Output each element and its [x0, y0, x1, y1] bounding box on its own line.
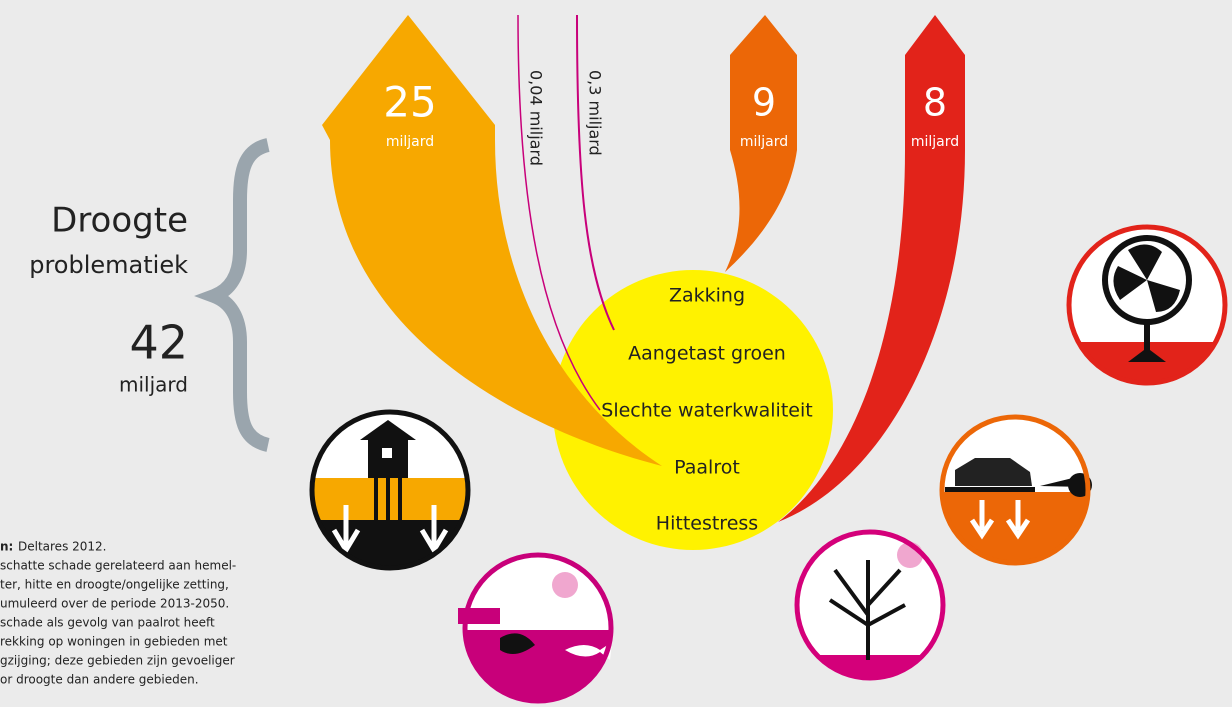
flow-label: 0,04 miljard	[527, 70, 546, 166]
flow-value: 8	[923, 81, 947, 125]
infographic: Droogte problematiek 42 miljard 25 milja…	[0, 0, 1232, 707]
group-title: Droogte	[51, 201, 188, 241]
note-line: umuleerd over de periode 2013-2050.	[0, 597, 229, 611]
group-unit: miljard	[119, 373, 188, 397]
note-line: or droogte dan andere gebieden.	[0, 673, 199, 687]
note-line: gzijging; deze gebieden zijn gevoeliger	[0, 654, 235, 668]
problem-label: Aangetast groen	[628, 343, 786, 365]
flow-label: 0,3 miljard	[586, 70, 605, 156]
flow-value: 25	[383, 78, 436, 127]
group-total: 42	[129, 316, 188, 370]
note-line: schatte schade gerelateerd aan hemel-	[0, 559, 236, 573]
problem-label: Paalrot	[674, 457, 740, 479]
problem-label: Hittestress	[656, 513, 758, 535]
flow-value: 9	[752, 81, 776, 125]
flow-unit: miljard	[740, 134, 788, 150]
flow-unit: miljard	[911, 134, 959, 150]
note-line: rekking op woningen in gebieden met	[0, 635, 228, 649]
source-text: Deltares 2012.	[18, 540, 107, 554]
problem-label: Zakking	[669, 285, 745, 307]
problem-label: Slechte waterkwaliteit	[601, 400, 812, 422]
flow-unit: miljard	[386, 134, 434, 150]
source-label: n:	[0, 540, 13, 554]
group-subtitle: problematiek	[29, 251, 188, 279]
note-line: schade als gevolg van paalrot heeft	[0, 616, 215, 630]
note-line: ter, hitte en droogte/ongelijke zetting,	[0, 578, 229, 592]
